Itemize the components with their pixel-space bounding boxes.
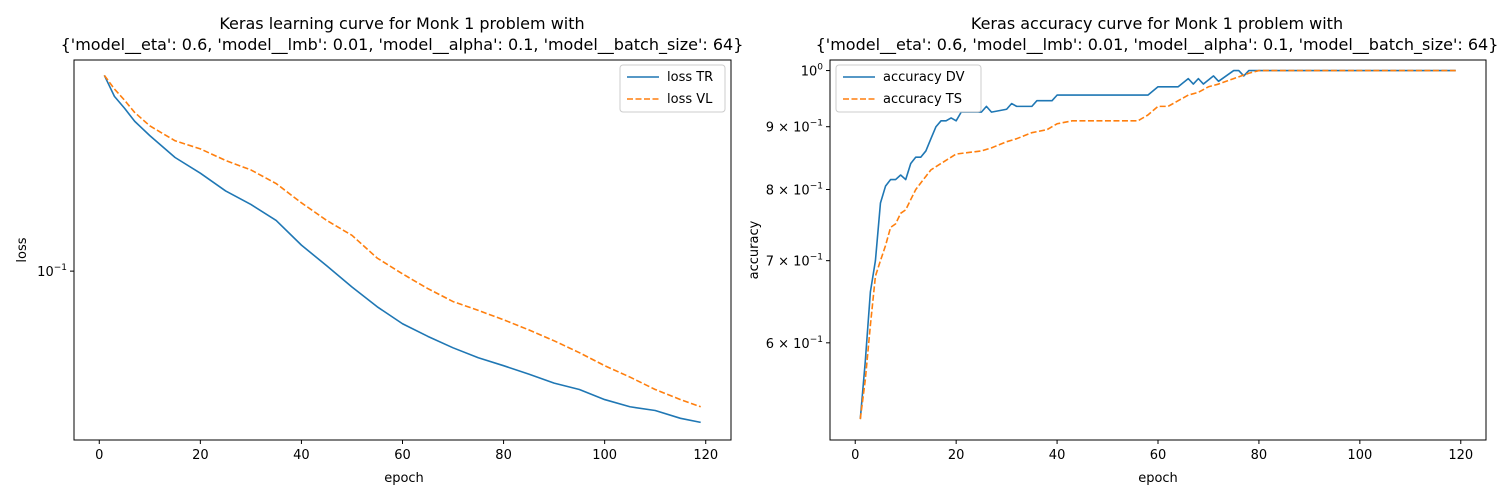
loss-chart-x-tick-label: 100 xyxy=(592,448,617,463)
accuracy-chart-x-tick-label: 0 xyxy=(851,448,859,463)
accuracy-chart-x-tick-label: 60 xyxy=(1150,448,1167,463)
loss-chart-subtitle: {'model__eta': 0.6, 'model__lmb': 0.01, … xyxy=(61,35,744,55)
accuracy-chart-title: Keras accuracy curve for Monk 1 problem … xyxy=(971,14,1343,33)
accuracy-chart: Keras accuracy curve for Monk 1 problem … xyxy=(747,14,1498,486)
accuracy-chart-ylabel: accuracy xyxy=(747,220,762,279)
accuracy-chart-xlabel: epoch xyxy=(1138,471,1178,486)
accuracy-chart-lines xyxy=(859,69,1456,420)
accuracy-chart-x-tick-label: 20 xyxy=(948,448,965,463)
accuracy-chart-y-tick-label: 9 × 10−1 xyxy=(766,119,823,136)
loss-chart-x-tick-label: 40 xyxy=(293,448,310,463)
loss-chart-series-line-1 xyxy=(103,74,701,424)
loss-chart-series-line-2 xyxy=(103,74,701,408)
accuracy-chart-x-tick-label: 40 xyxy=(1049,448,1066,463)
loss-chart-ticks: 0 20 40 60 80 100 120 10−1 xyxy=(37,263,718,463)
loss-chart-lines xyxy=(103,74,701,424)
loss-chart-y-tick-label: 10−1 xyxy=(37,263,67,280)
accuracy-chart-x-tick-label: 80 xyxy=(1251,448,1268,463)
accuracy-chart-y-tick-label: 7 × 10−1 xyxy=(766,253,823,270)
accuracy-chart-y-tick-label: 8 × 10−1 xyxy=(766,181,823,198)
accuracy-chart-y-tick-label: 100 xyxy=(801,63,824,80)
loss-chart-x-tick-label: 0 xyxy=(95,448,103,463)
accuracy-chart-legend: accuracy DV accuracy TS xyxy=(835,64,982,113)
loss-chart-axes-frame xyxy=(73,59,732,441)
loss-chart-legend-label-1: loss TR xyxy=(667,70,713,85)
accuracy-chart-subtitle: {'model__eta': 0.6, 'model__lmb': 0.01, … xyxy=(816,35,1499,55)
loss-chart-legend-label-2: loss VL xyxy=(667,92,713,107)
loss-chart-x-tick-label: 120 xyxy=(693,448,718,463)
loss-chart-legend: loss TR loss VL xyxy=(619,64,726,113)
loss-chart-title: Keras learning curve for Monk 1 problem … xyxy=(219,14,584,33)
accuracy-chart-legend-label-2: accuracy TS xyxy=(883,92,962,107)
loss-chart-x-tick-label: 20 xyxy=(192,448,209,463)
loss-chart-ylabel: loss xyxy=(15,237,30,262)
loss-chart-x-tick-label: 60 xyxy=(394,448,411,463)
accuracy-chart-series-line-2 xyxy=(859,69,1456,420)
loss-chart-xlabel: epoch xyxy=(384,471,424,486)
accuracy-chart-x-tick-label: 100 xyxy=(1347,448,1372,463)
accuracy-chart-y-tick-label: 6 × 10−1 xyxy=(766,335,823,352)
accuracy-chart-x-tick-label: 120 xyxy=(1448,448,1473,463)
loss-chart: Keras learning curve for Monk 1 problem … xyxy=(15,14,743,486)
accuracy-chart-axes-frame xyxy=(829,59,1487,441)
accuracy-chart-legend-label-1: accuracy DV xyxy=(883,70,965,85)
accuracy-chart-ticks: 0 20 40 60 80 100 120 100 9 × 10−1 8 × 10−1 7 × 10… xyxy=(766,63,1473,463)
loss-chart-x-tick-label: 80 xyxy=(495,448,512,463)
accuracy-chart-series-line-1 xyxy=(859,69,1456,420)
